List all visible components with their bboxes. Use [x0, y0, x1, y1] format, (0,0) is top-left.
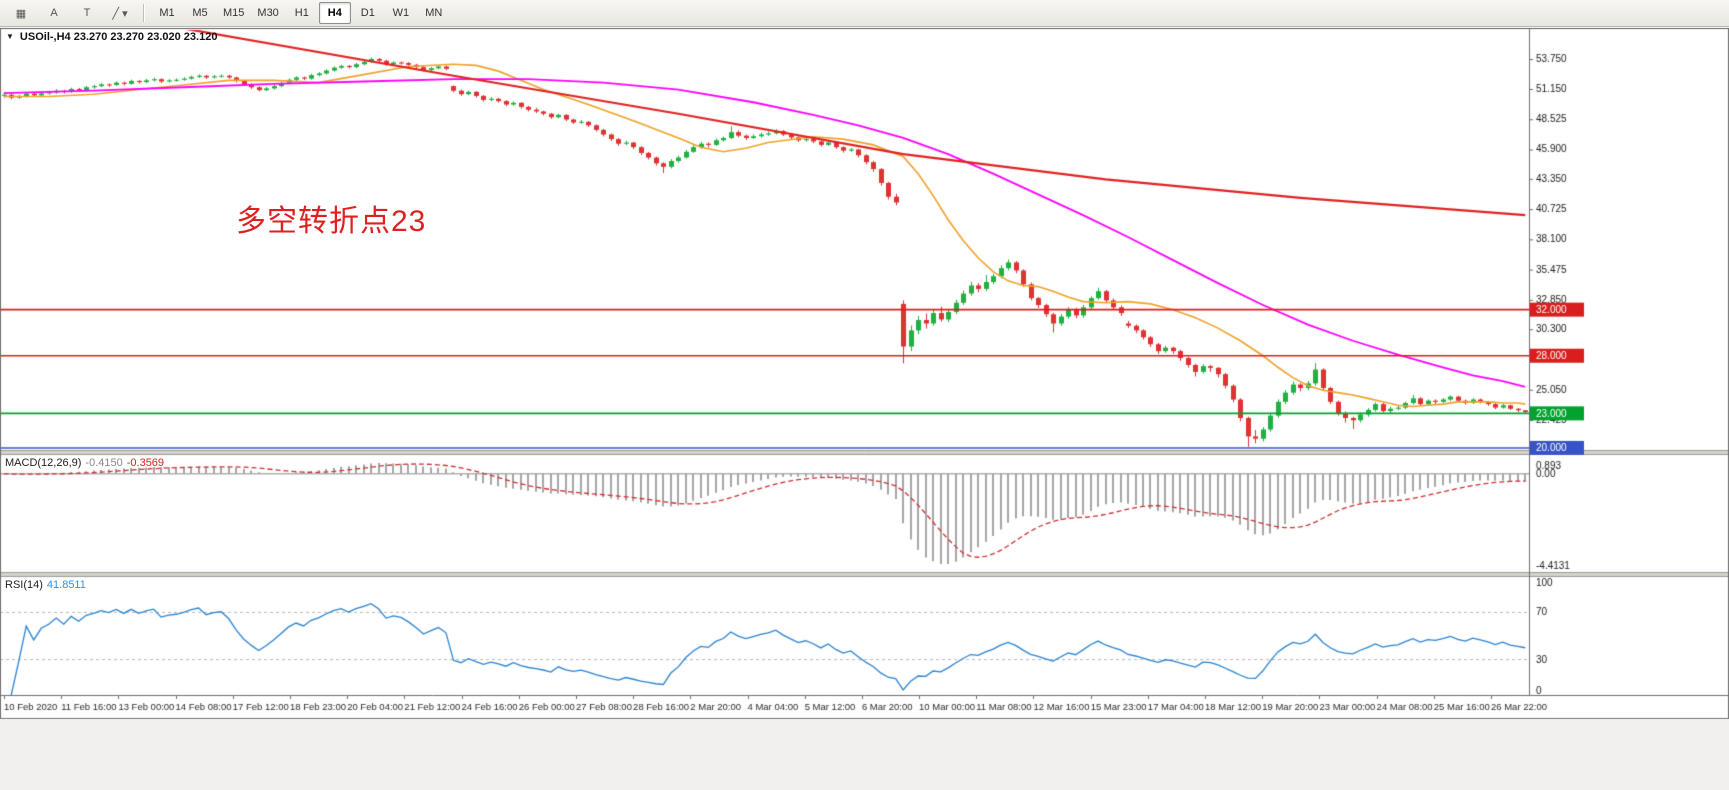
- macd-label: MACD(12,26,9) -0.4150 -0.3569: [5, 457, 164, 469]
- chart-window: ▼ USOil-,H4 23.270 23.270 23.020 23.120 …: [0, 28, 1729, 790]
- macd-signal-value: -0.3569: [126, 457, 165, 469]
- timeframe-h4-button[interactable]: H4: [318, 2, 351, 24]
- toolbar: ▦ A T ╱ ▾ M1 M5 M15 M30 H1 H4 D1 W1 MN: [0, 0, 1729, 27]
- chart-annotation: 多空转折点23: [236, 205, 427, 238]
- cursor-button[interactable]: A: [50, 7, 58, 19]
- timeframe-h1-button[interactable]: H1: [294, 7, 309, 19]
- toolbar-left-group: ▦ A T ╱ ▾: [5, 2, 136, 24]
- price-chart-canvas[interactable]: [0, 28, 1729, 790]
- symbol-ohlc-text: USOil-,H4 23.270 23.270 23.020 23.120: [19, 31, 218, 43]
- text-label-button[interactable]: T: [83, 7, 91, 19]
- rsi-value: 41.8511: [46, 579, 86, 591]
- one-click-trading-icon[interactable]: ▼: [6, 32, 14, 41]
- timeframe-m30-button[interactable]: M30: [257, 7, 279, 19]
- toolbar-separator: [143, 4, 144, 22]
- charts-button[interactable]: ▦: [15, 7, 27, 20]
- line-studies-dropdown[interactable]: ╱ ▾: [112, 7, 128, 20]
- rsi-name: RSI(14): [5, 579, 43, 591]
- timeframe-group: M1 M5 M15 M30 H1 H4 D1 W1 MN: [151, 2, 450, 24]
- symbol-info: ▼ USOil-,H4 23.270 23.270 23.020 23.120: [6, 31, 217, 43]
- macd-main-value: -0.4150: [85, 457, 123, 469]
- timeframe-m5-button[interactable]: M5: [192, 7, 208, 19]
- timeframe-m1-button[interactable]: M1: [159, 7, 175, 19]
- rsi-label: RSI(14) 41.8511: [5, 579, 86, 591]
- timeframe-w1-button[interactable]: W1: [392, 7, 410, 19]
- timeframe-m15-button[interactable]: M15: [223, 7, 245, 19]
- timeframe-d1-button[interactable]: D1: [360, 7, 375, 19]
- macd-name: MACD(12,26,9): [5, 457, 82, 469]
- timeframe-mn-button[interactable]: MN: [425, 7, 443, 19]
